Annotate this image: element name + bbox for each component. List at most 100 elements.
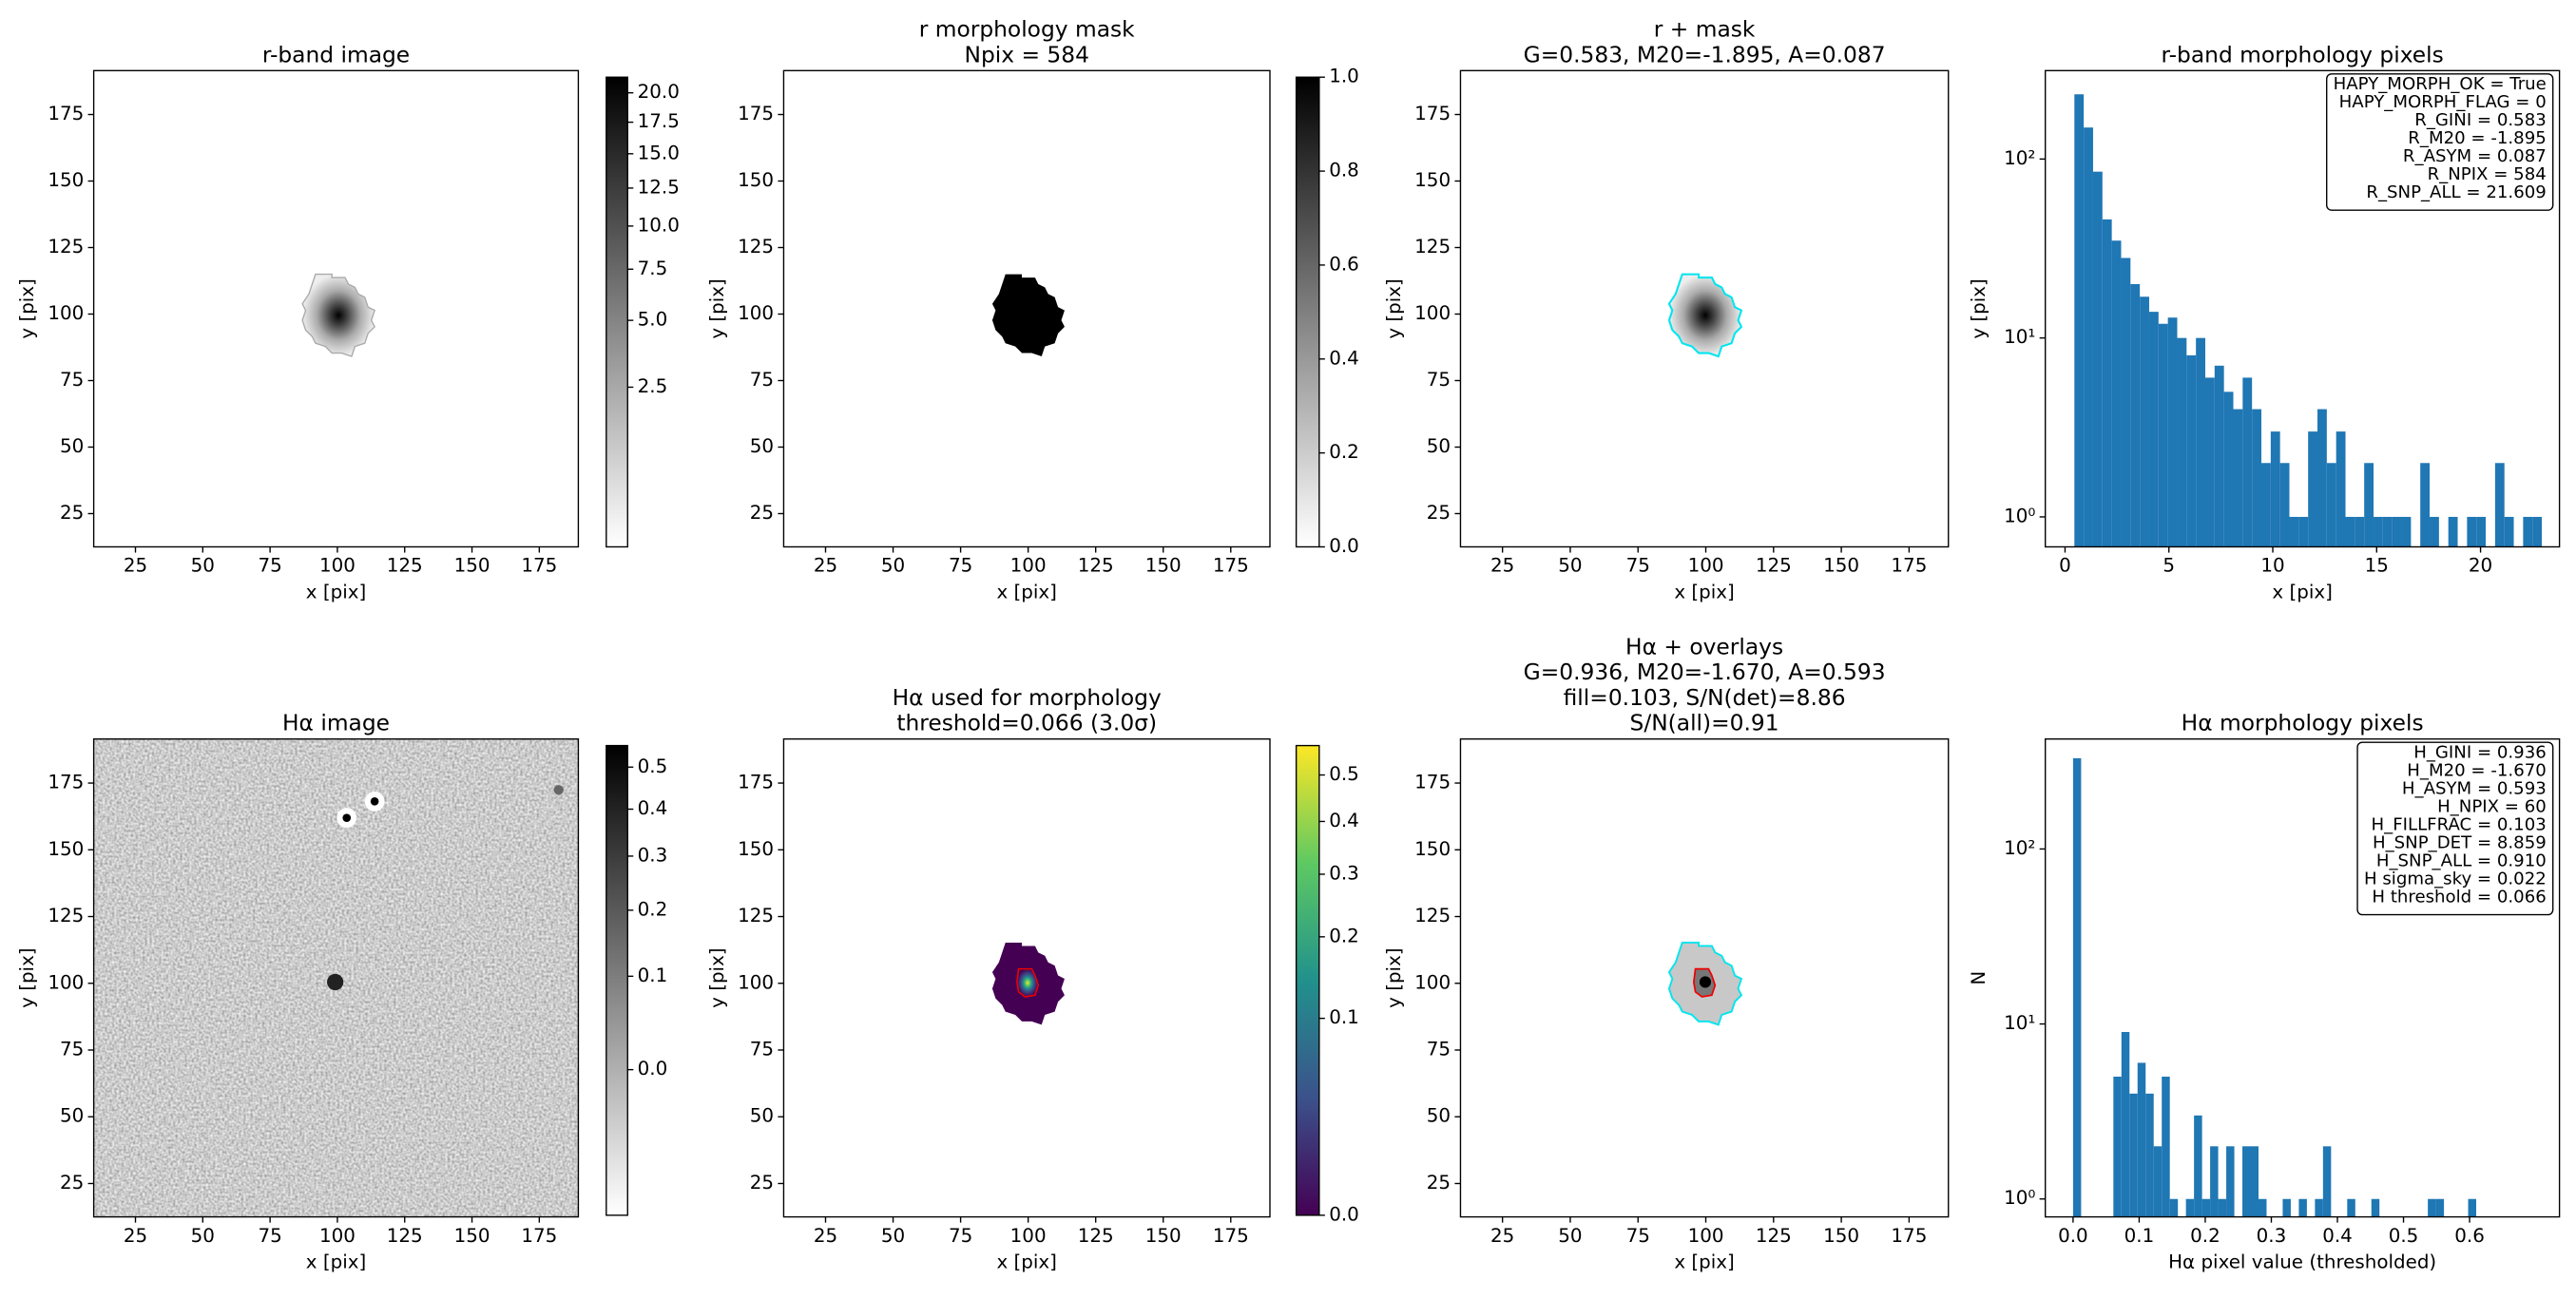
y-tick-label: 75	[750, 369, 774, 391]
histogram-bar	[2137, 1062, 2146, 1217]
histogram-bar	[2298, 516, 2309, 547]
colorbar-tick-label: 2.5	[638, 375, 668, 397]
mask-blob	[991, 274, 1065, 357]
colorbar-tick-label: 0.0	[638, 1058, 668, 1079]
y-tick-label: 125	[48, 236, 84, 258]
y-tick-label: 50	[60, 1105, 84, 1127]
histogram-bar	[2186, 354, 2197, 547]
x-axis-label: x [pix]	[2272, 581, 2332, 602]
y-tick-label: 75	[60, 1038, 84, 1060]
y-tick-label: 150	[1414, 169, 1451, 191]
y-tick-label: 25	[1427, 1172, 1451, 1194]
y-tick-label: 50	[1427, 435, 1451, 457]
y-tick-label: 25	[750, 1172, 774, 1194]
y-axis-label: y [pix]	[1968, 278, 1990, 338]
colorbar-tick-label: 0.1	[1329, 1006, 1359, 1028]
x-tick-label: 75	[258, 555, 281, 577]
x-tick-label: 100	[319, 1225, 356, 1247]
y-axis-label: y [pix]	[706, 278, 728, 338]
y-tick-label: 150	[48, 169, 84, 191]
histogram-bar	[2185, 1198, 2195, 1217]
y-tick-label: 75	[1427, 1038, 1451, 1060]
colorbar-tick-label: 0.2	[1329, 441, 1359, 463]
axes-frame	[1459, 69, 1950, 548]
histogram-bar	[2162, 1077, 2170, 1217]
colorbar-tick-label: 15.0	[638, 142, 680, 163]
x-tick-label: 0.5	[2389, 1225, 2419, 1247]
y-tick-label: 175	[1414, 103, 1451, 124]
y-tick-label: 50	[750, 435, 774, 457]
annotation-text: H threshold = 0.066	[2372, 887, 2546, 907]
y-tick-label: 125	[48, 905, 84, 926]
x-axis-label: x [pix]	[1674, 581, 1734, 602]
y-tick-label: 175	[738, 772, 774, 793]
annotation-text: R_NPIX = 584	[2428, 164, 2547, 184]
y-tick-label: 100	[1414, 302, 1451, 324]
x-tick-label: 125	[1756, 555, 1792, 577]
histogram-bar	[2401, 516, 2412, 547]
panel-title: G=0.583, M20=-1.895, A=0.087	[1524, 41, 1886, 67]
x-tick-label: 125	[1078, 555, 1114, 577]
x-tick-label: 0.1	[2124, 1225, 2155, 1247]
histogram-bar	[2258, 1198, 2267, 1217]
y-tick-label: 10¹	[2004, 326, 2035, 348]
histogram-bar	[2504, 516, 2514, 547]
x-tick-label: 150	[1823, 555, 1859, 577]
histogram-bar	[2347, 1198, 2355, 1217]
x-tick-label: 100	[1688, 1225, 1724, 1247]
panel-title: r-band morphology pixels	[2162, 41, 2444, 67]
x-tick-label: 25	[124, 555, 147, 577]
x-tick-label: 75	[1626, 1225, 1650, 1247]
x-tick-label: 125	[1756, 1225, 1792, 1247]
histogram-bar	[2371, 1198, 2380, 1217]
histogram-bar	[2467, 516, 2477, 547]
annotation-box	[2356, 741, 2554, 916]
y-tick-label: 100	[738, 302, 774, 324]
annotation-text: R_ASYM = 0.087	[2403, 146, 2547, 166]
y-tick-label: 125	[738, 236, 774, 258]
histogram-bar	[2167, 317, 2178, 547]
histogram-bar	[2129, 1093, 2138, 1217]
x-tick-label: 75	[1626, 555, 1650, 577]
x-tick-label: 150	[1145, 555, 1182, 577]
histogram-bar	[2279, 463, 2290, 547]
y-tick-label: 175	[1414, 772, 1451, 793]
histogram-bar	[2289, 516, 2299, 547]
histogram-bar	[2532, 516, 2543, 547]
y-axis-label: y [pix]	[16, 947, 38, 1007]
histogram-bar	[2252, 409, 2261, 547]
annotation-box	[2326, 73, 2554, 211]
x-tick-label: 25	[1490, 555, 1514, 577]
y-axis-label: y [pix]	[1383, 947, 1405, 1007]
y-tick-label: 50	[60, 435, 84, 457]
colorbar-tick-label: 0.2	[1329, 925, 1359, 946]
histogram-bar	[2072, 757, 2082, 1217]
x-tick-label: 175	[1213, 555, 1249, 577]
x-tick-label: 125	[387, 1225, 423, 1247]
annotation-text: HAPY_MORPH_OK = True	[2334, 74, 2547, 94]
histogram-bar	[2523, 516, 2533, 547]
x-tick-label: 0.0	[2058, 1225, 2088, 1247]
y-tick-label: 50	[750, 1105, 774, 1127]
y-tick-label: 10⁰	[2004, 505, 2035, 526]
x-tick-label: 0.4	[2322, 1225, 2353, 1247]
histogram-bar	[2448, 516, 2458, 547]
histogram-bar	[2308, 431, 2318, 547]
x-tick-label: 175	[521, 555, 557, 577]
x-tick-label: 0.6	[2454, 1225, 2485, 1247]
x-tick-label: 20	[2469, 555, 2492, 577]
colorbar-tick-label: 20.0	[638, 81, 680, 103]
y-tick-label: 50	[1427, 1105, 1451, 1127]
annotation-text: H_M20 = -1.670	[2407, 760, 2547, 780]
annotation-text: H_SNP_DET = 8.859	[2373, 832, 2547, 852]
y-tick-label: 175	[48, 103, 84, 124]
y-tick-label: 25	[1427, 502, 1451, 524]
panel-title: Hα morphology pixels	[2182, 710, 2424, 736]
panel-title: S/N(all)=0.91	[1630, 710, 1779, 736]
x-tick-label: 50	[191, 555, 215, 577]
colorbar-tick-label: 7.5	[638, 258, 668, 279]
histogram-bar	[2374, 516, 2383, 547]
x-axis-label: x [pix]	[996, 1251, 1056, 1272]
axes-frame	[782, 737, 1271, 1218]
